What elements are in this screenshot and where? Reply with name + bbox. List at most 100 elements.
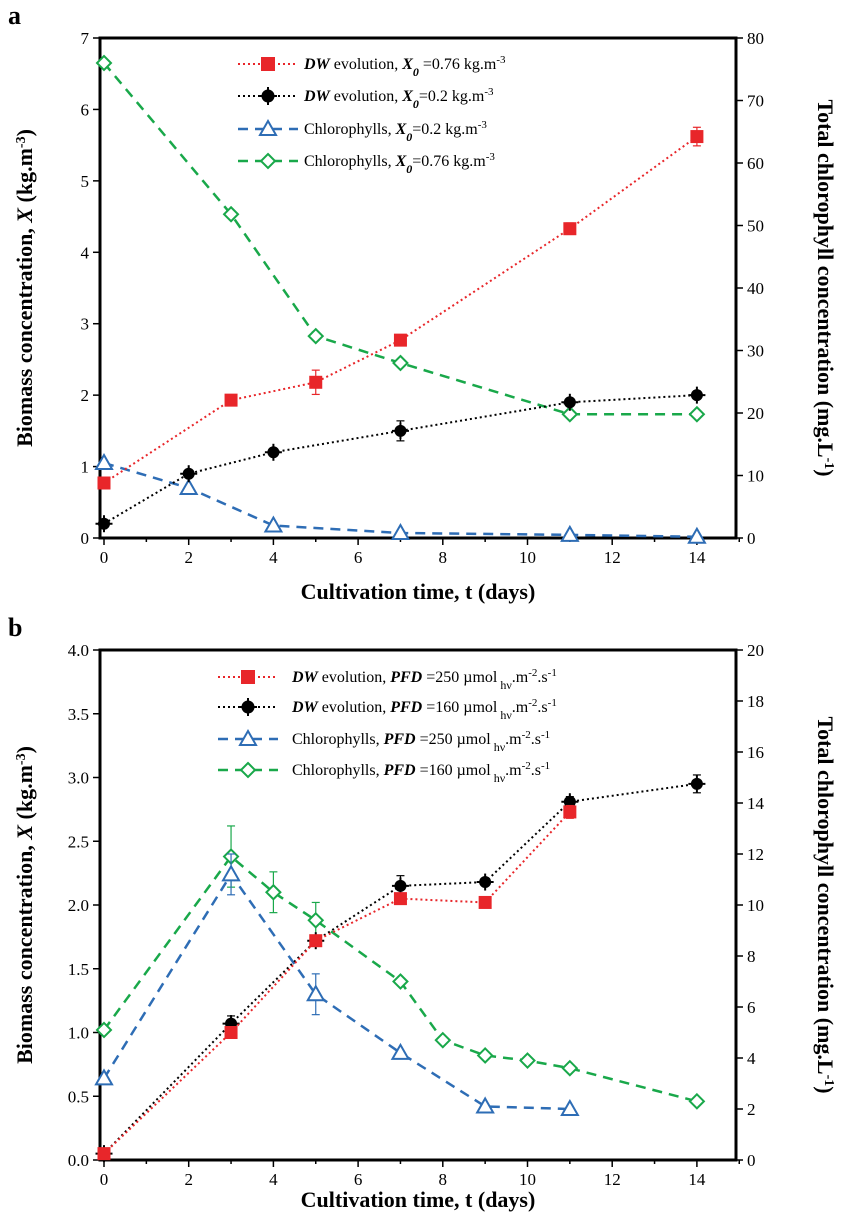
series-line-a-3	[103, 461, 697, 538]
data-point-square	[563, 805, 577, 819]
legend-a: DW evolution, X0 =0.76 kg.m-3 DW evoluti…	[238, 54, 506, 176]
legend-marker-triangle	[238, 728, 258, 746]
y-axis-right-title-b: Total chlorophyll concentration (mg.L-1)	[813, 716, 838, 1093]
data-point-diamond	[222, 205, 240, 223]
series-line-b-1	[103, 811, 571, 1155]
plot-area-a	[98, 36, 738, 540]
y-right-tick-label-b: 2	[747, 1100, 756, 1119]
y-left-tick-label-a: 0	[81, 529, 90, 548]
legend-label-b-1: DW evolution, PFD =250 µmol hν.m-2.s-1	[291, 667, 557, 692]
data-point-diamond	[519, 1052, 536, 1069]
y-right-tick-label-a: 0	[747, 529, 756, 548]
y-left-tick-label-b: 1.5	[68, 960, 89, 979]
y-axis-left-title-a: Biomass concentration, X (kg.m-3)	[12, 129, 37, 447]
panel-b: b 0 2 4 6 8 10 12 14 0.0 0.5 1.0 1.5 2.0 2.5 3.0 3.5 4.0…	[8, 613, 838, 1212]
data-point-square	[393, 333, 407, 347]
data-point-plus-circle	[688, 386, 706, 404]
data-point-triangle	[390, 1042, 411, 1060]
data-point-plus-circle	[264, 443, 282, 461]
data-point-diamond	[307, 911, 325, 929]
x-tick-label-b: 2	[184, 1170, 193, 1189]
data-point-diamond	[392, 973, 409, 990]
x-tick-label-a: 4	[269, 548, 278, 567]
x-tick-label-b: 0	[100, 1170, 109, 1189]
x-tick-label-b: 8	[439, 1170, 448, 1189]
x-tick-label-a: 12	[604, 548, 621, 567]
data-point-triangle	[94, 1068, 114, 1086]
data-point-triangle	[306, 984, 326, 1002]
data-point-square	[97, 476, 111, 490]
x-tick-label-a: 2	[184, 548, 193, 567]
ticks-b: 0 2 4 6 8 10 12 14 0.0 0.5 1.0 1.5 2.0 2.5 3.0 3.5 4.0 0 2…	[68, 641, 765, 1189]
legend-marker-plus-circle	[259, 87, 277, 105]
data-point-diamond	[688, 1092, 706, 1110]
legend-marker-triangle	[258, 118, 278, 136]
y-left-tick-label-b: 3.0	[68, 769, 89, 788]
legend-entry-b-1: DW evolution, PFD =250 µmol hν.m-2.s-1	[218, 667, 557, 692]
x-tick-label-b: 12	[604, 1170, 621, 1189]
data-point-plus-circle	[561, 393, 579, 411]
data-point-plus-circle	[391, 422, 409, 440]
series-line-b-4	[102, 854, 698, 1103]
series-line-a-1	[103, 135, 698, 484]
y-left-tick-label-b: 0.0	[68, 1151, 89, 1170]
y-left-tick-label-b: 2.0	[68, 896, 89, 915]
legend-entry-a-2: DW evolution, X0=0.2 kg.m-3	[238, 86, 494, 111]
y-left-tick-label-a: 5	[81, 172, 90, 191]
y-left-tick-label-b: 3.5	[68, 705, 89, 724]
data-point-diamond	[264, 883, 282, 901]
y-axis-right-title-a: Total chlorophyll concentration (mg.L-1)	[813, 99, 838, 476]
y-right-tick-label-b: 6	[747, 998, 756, 1017]
data-point-plus-circle	[180, 465, 198, 483]
data-point-square	[690, 130, 704, 144]
series-line-b-3	[102, 872, 570, 1111]
data-point-square	[563, 222, 577, 236]
data-point-square	[393, 892, 407, 906]
y-right-tick-label-b: 8	[747, 947, 756, 966]
y-axis-left-title-b: Biomass concentration, X (kg.m-3)	[12, 746, 37, 1064]
x-tick-label-a: 10	[519, 548, 536, 567]
panel-letter-b: b	[8, 613, 22, 642]
data-point-triangle	[390, 522, 411, 540]
panel-letter-a: a	[8, 1, 21, 30]
data-point-diamond	[95, 54, 113, 72]
legend-entry-b-4: Chlorophylls, PFD =160 µmol hν.m-2.s-1	[218, 760, 550, 785]
x-tick-label-a: 8	[439, 548, 448, 567]
y-right-tick-label-a: 60	[747, 154, 764, 173]
data-point-square	[224, 1026, 238, 1039]
y-right-tick-label-a: 30	[747, 342, 764, 361]
data-point-diamond	[476, 1047, 494, 1064]
y-right-tick-label-b: 20	[747, 641, 764, 660]
legend-label-a-4: Chlorophylls, X0=0.76 kg.m-3	[304, 151, 495, 176]
y-right-tick-label-b: 12	[747, 845, 764, 864]
legend-b: DW evolution, PFD =250 µmol hν.m-2.s-1 D…	[218, 667, 557, 785]
data-point-triangle	[560, 524, 580, 542]
y-left-tick-label-a: 4	[81, 243, 90, 262]
y-left-tick-label-a: 3	[81, 315, 90, 334]
y-left-tick-label-b: 0.5	[68, 1087, 89, 1106]
series-line-a-2	[103, 394, 697, 525]
data-point-square	[97, 1147, 111, 1161]
series-layer-a	[94, 54, 707, 544]
x-tick-label-b: 6	[354, 1170, 363, 1189]
legend-label-a-3: Chlorophylls, X0=0.2 kg.m-3	[304, 119, 487, 144]
data-point-plus-circle	[391, 877, 409, 895]
legend-entry-a-3: Chlorophylls, X0=0.2 kg.m-3	[238, 118, 487, 144]
data-point-triangle	[687, 526, 707, 544]
data-point-square	[309, 375, 323, 389]
data-point-square	[224, 393, 238, 407]
data-point-square	[309, 934, 323, 948]
legend-label-b-2: DW evolution, PFD =160 µmol hν.m-2.s-1	[291, 697, 557, 722]
legend-entry-b-2: DW evolution, PFD =160 µmol hν.m-2.s-1	[218, 697, 557, 722]
y-left-tick-label-b: 1.0	[68, 1024, 89, 1043]
x-axis-title-b: Cultivation time, t (days)	[301, 1187, 536, 1212]
data-point-plus-circle	[688, 775, 706, 793]
data-point-plus-circle	[476, 873, 494, 891]
y-right-tick-label-b: 18	[747, 692, 764, 711]
legend-marker-plus-circle	[239, 698, 257, 716]
series-line-a-4	[103, 62, 697, 416]
y-left-tick-label-a: 1	[81, 458, 90, 477]
x-tick-label-a: 6	[354, 548, 363, 567]
